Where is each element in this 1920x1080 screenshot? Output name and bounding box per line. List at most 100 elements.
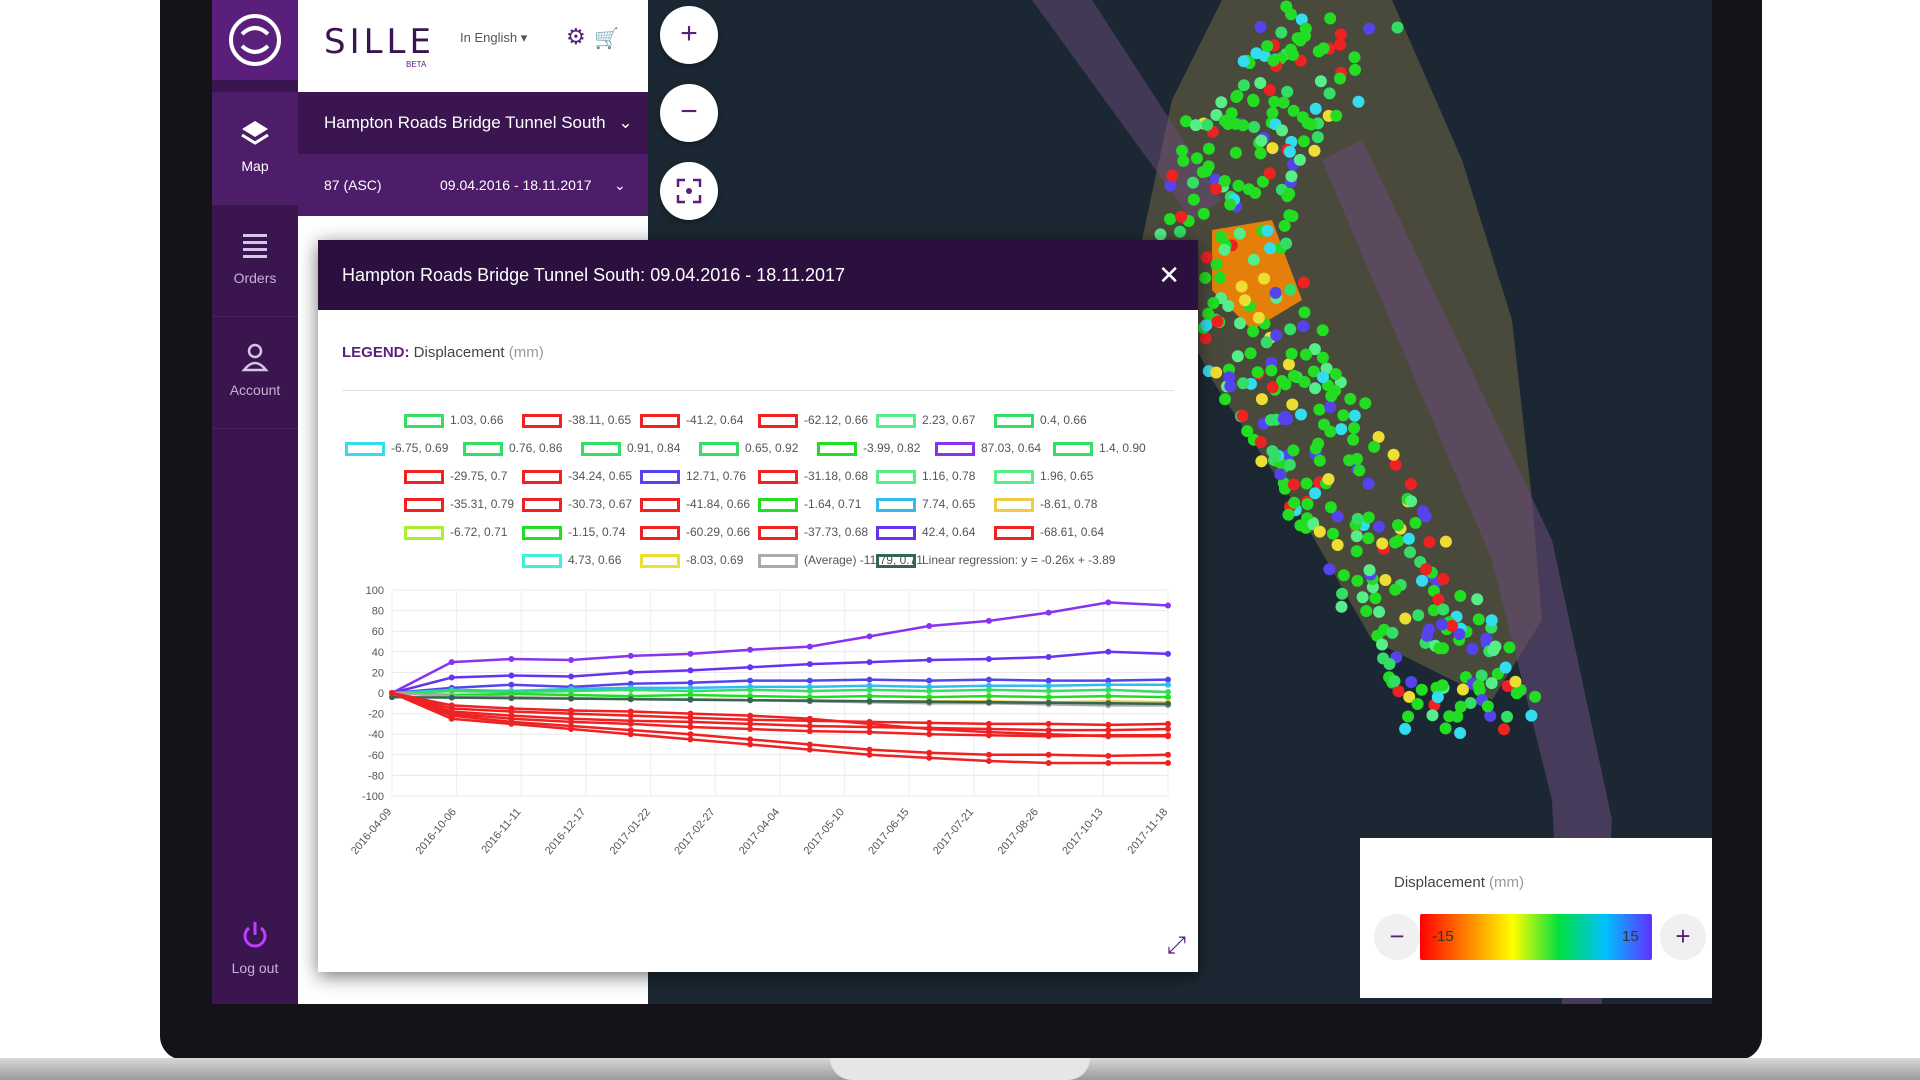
legend-item[interactable]: -41.84, 0.66 (640, 494, 750, 514)
series-point[interactable] (687, 692, 694, 699)
expand-icon[interactable]: ⤢ (1166, 932, 1186, 959)
series-point[interactable] (866, 686, 873, 693)
map-point[interactable] (1322, 473, 1335, 486)
map-point[interactable] (1348, 51, 1361, 64)
legend-item[interactable]: 1.03, 0.66 (404, 410, 503, 430)
map-point[interactable] (1197, 207, 1210, 220)
map-point[interactable] (1284, 43, 1297, 56)
map-point[interactable] (1351, 574, 1364, 587)
map-point[interactable] (1362, 532, 1375, 545)
legend-item[interactable]: -1.15, 0.74 (522, 522, 625, 542)
map-point[interactable] (1432, 593, 1445, 606)
map-point[interactable] (1200, 251, 1213, 264)
series-point[interactable] (926, 657, 933, 664)
map-point[interactable] (1437, 573, 1450, 585)
series-point[interactable] (866, 633, 873, 640)
map-point[interactable] (1485, 614, 1498, 627)
map-point[interactable] (1281, 85, 1294, 98)
legend-item[interactable]: -3.99, 0.82 (817, 438, 920, 458)
map-point[interactable] (1279, 378, 1292, 391)
map-point[interactable] (1323, 563, 1336, 576)
track-selector[interactable]: 87 (ASC) 09.04.2016 - 18.11.2017 ⌄ (298, 154, 648, 216)
legend-item[interactable]: 1.4, 0.90 (1053, 438, 1146, 458)
map-point[interactable] (1330, 109, 1343, 122)
map-point[interactable] (1485, 677, 1498, 690)
map-point[interactable] (1189, 119, 1202, 132)
map-point[interactable] (1412, 609, 1425, 622)
map-point[interactable] (1309, 487, 1322, 500)
series-point[interactable] (866, 729, 873, 736)
map-point[interactable] (1307, 365, 1320, 378)
series-point[interactable] (1105, 648, 1112, 655)
series-line[interactable] (391, 691, 1169, 727)
map-point[interactable] (1426, 709, 1439, 722)
nav-orders[interactable]: Orders (212, 204, 298, 317)
map-point[interactable] (1210, 258, 1223, 271)
map-point[interactable] (1372, 431, 1385, 443)
series-point[interactable] (1045, 751, 1052, 758)
map-point[interactable] (1337, 569, 1350, 582)
map-point[interactable] (1472, 613, 1485, 626)
map-point[interactable] (1347, 433, 1360, 446)
series-point[interactable] (1105, 752, 1112, 759)
map-point[interactable] (1399, 612, 1412, 625)
gear-icon[interactable]: ⚙ (566, 24, 586, 49)
series-point[interactable] (568, 726, 575, 733)
series-point[interactable] (1045, 699, 1052, 706)
series-point[interactable] (806, 661, 813, 668)
map-point[interactable] (1498, 723, 1510, 736)
map-point[interactable] (1247, 95, 1260, 108)
series-point[interactable] (866, 693, 873, 700)
series-point[interactable] (985, 656, 992, 663)
map-point[interactable] (1344, 392, 1357, 405)
legend-item[interactable]: -6.75, 0.69 (345, 438, 448, 458)
map-point[interactable] (1202, 142, 1215, 155)
map-point[interactable] (1200, 319, 1213, 332)
map-point[interactable] (1388, 675, 1401, 688)
legend-item[interactable]: 87.03, 0.64 (935, 438, 1041, 458)
series-point[interactable] (866, 659, 873, 666)
series-line[interactable] (391, 691, 1169, 732)
series-point[interactable] (926, 694, 933, 701)
series-point[interactable] (747, 716, 754, 723)
series-point[interactable] (508, 695, 515, 702)
legend-item[interactable]: -8.03, 0.69 (640, 550, 743, 570)
map-point[interactable] (1176, 144, 1189, 157)
map-point[interactable] (1230, 91, 1243, 103)
map-point[interactable] (1349, 63, 1361, 76)
series-point[interactable] (926, 687, 933, 694)
map-point[interactable] (1383, 658, 1396, 670)
series-point[interactable] (747, 712, 754, 719)
map-point[interactable] (1316, 351, 1329, 364)
colorbar-decrease-button[interactable]: − (1374, 914, 1420, 960)
map-point[interactable] (1267, 54, 1280, 67)
series-point[interactable] (568, 687, 575, 694)
map-point[interactable] (1281, 190, 1294, 203)
map-point[interactable] (1282, 358, 1295, 371)
map-point[interactable] (1280, 0, 1293, 13)
map-point[interactable] (1363, 564, 1376, 577)
series-point[interactable] (508, 720, 515, 727)
map-point[interactable] (1269, 286, 1282, 299)
map-point[interactable] (1501, 710, 1513, 723)
series-point[interactable] (627, 708, 634, 715)
series-point[interactable] (627, 696, 634, 703)
series-point[interactable] (1165, 694, 1171, 701)
map-point[interactable] (1436, 618, 1449, 631)
series-point[interactable] (627, 731, 634, 738)
map-point[interactable] (1334, 38, 1347, 51)
map-point[interactable] (1199, 271, 1212, 284)
map-point[interactable] (1454, 727, 1467, 739)
map-point[interactable] (1420, 563, 1432, 576)
map-point[interactable] (1218, 114, 1231, 127)
map-point[interactable] (1255, 393, 1268, 406)
map-point[interactable] (1351, 512, 1364, 525)
legend-item[interactable]: -34.24, 0.65 (522, 466, 632, 486)
map-point[interactable] (1337, 409, 1350, 422)
map-point[interactable] (1503, 641, 1516, 654)
map-point[interactable] (1323, 87, 1336, 100)
series-point[interactable] (806, 741, 813, 748)
series-point[interactable] (866, 751, 873, 758)
map-point[interactable] (1283, 458, 1296, 471)
map-point[interactable] (1335, 600, 1348, 613)
